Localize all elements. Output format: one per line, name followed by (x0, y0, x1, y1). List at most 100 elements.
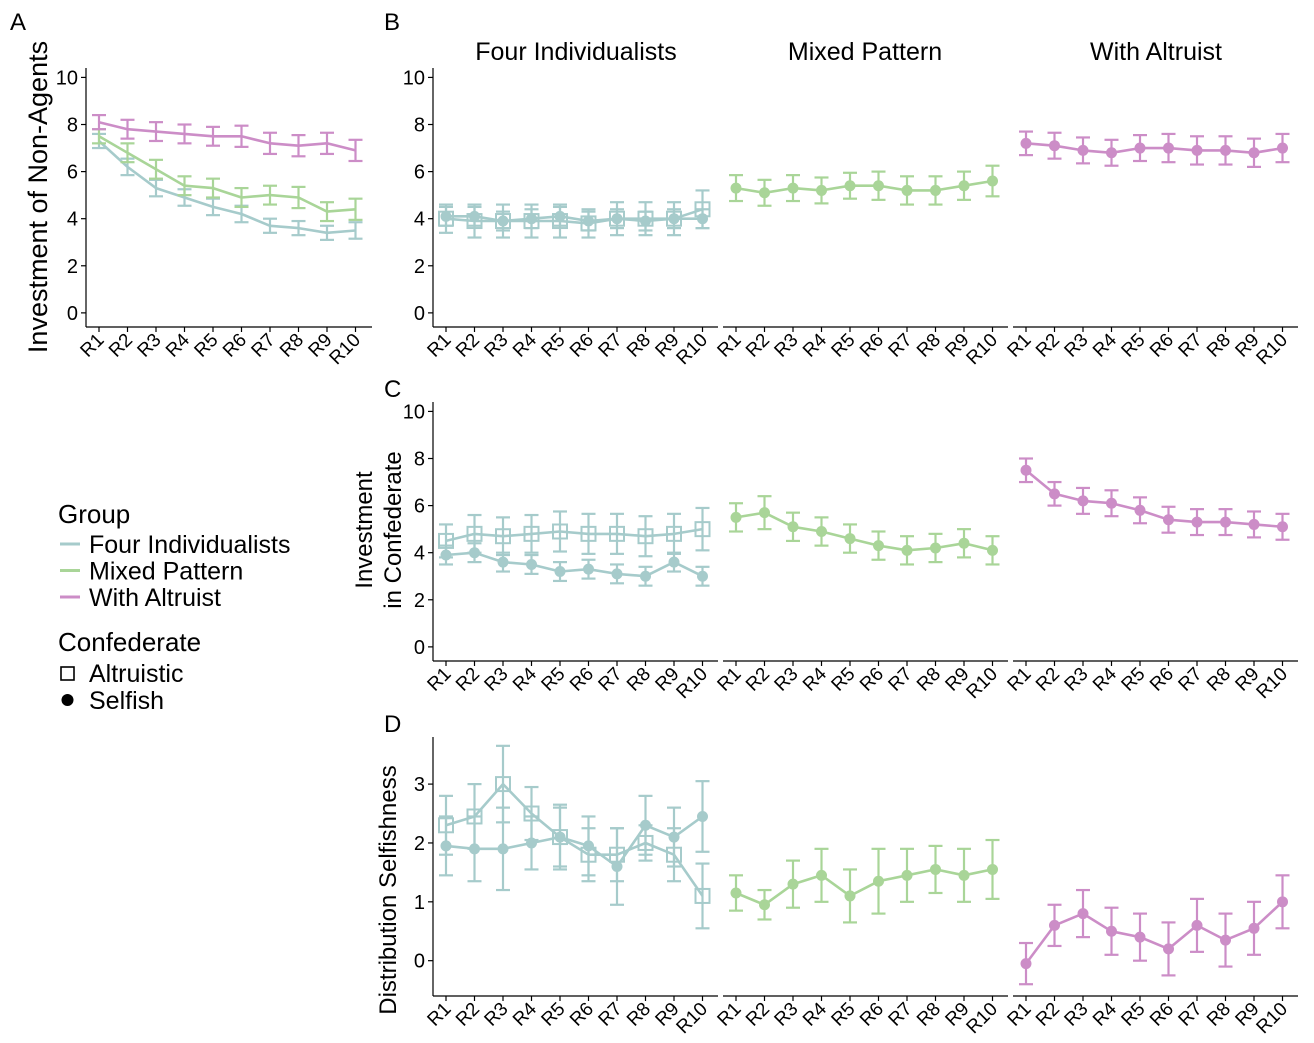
data-layer (92, 113, 1290, 986)
facet-title: With Altruist (1090, 38, 1222, 66)
axes-panel-a (81, 68, 372, 332)
data-point-circle (497, 556, 509, 568)
data-point-circle (1191, 919, 1203, 931)
series-line (445, 527, 703, 543)
data-point-circle (554, 210, 566, 222)
x-tick-label: R2 (105, 330, 137, 362)
x-tick-label: R10 (1253, 999, 1292, 1038)
data-point-circle (730, 887, 742, 899)
series-line (445, 782, 704, 897)
y-tick-label: 2 (414, 590, 425, 612)
x-tick-label: R5 (538, 330, 570, 362)
data-point-circle (987, 175, 998, 187)
x-tick-label: R7 (1175, 999, 1207, 1031)
data-point-circle (1277, 896, 1288, 908)
data-point-circle (1106, 497, 1117, 509)
x-tick-label: R5 (828, 999, 860, 1031)
y-tick-label: 2 (414, 256, 425, 278)
x-tick-label: R7 (1175, 664, 1207, 696)
x-tick-label: R8 (623, 999, 655, 1031)
x-tick-label: R5 (538, 664, 570, 696)
data-point-circle (697, 570, 708, 582)
data-point-circle (1077, 908, 1089, 920)
y-tick-label: 2 (414, 833, 425, 855)
series-mixed-pattern-circle (729, 838, 1000, 924)
x-tick-label: R5 (538, 999, 570, 1031)
series-four-individualists-circle (439, 542, 710, 587)
y-tick-label: 8 (67, 115, 78, 137)
data-point-circle (958, 180, 970, 192)
data-point-circle (1077, 495, 1089, 507)
y-tick-label: 0 (414, 951, 425, 973)
y-axis-title-c-line2: in Confederate (380, 451, 407, 608)
data-point-circle (1277, 521, 1288, 533)
data-point-circle (1163, 142, 1174, 154)
x-tick-label: R2 (742, 330, 774, 362)
x-tick-label: R10 (1253, 330, 1292, 369)
series-line (98, 140, 356, 235)
x-tick-label: R1 (1004, 330, 1036, 362)
series-line (735, 511, 993, 552)
data-point-square (495, 528, 511, 545)
data-point-circle (1220, 144, 1231, 156)
data-point-circle (901, 184, 913, 196)
data-point-circle (816, 184, 827, 196)
x-tick-label: R1 (714, 999, 746, 1031)
axes-panel-d-facet-0 (428, 737, 718, 1001)
y-tick-label: 8 (414, 115, 425, 137)
data-point-circle (611, 861, 623, 872)
x-tick-label: R3 (481, 999, 513, 1031)
y-tick-label: 4 (67, 209, 78, 231)
data-point-circle (844, 180, 856, 192)
y-tick-label: 10 (403, 401, 425, 423)
data-point-circle (1248, 518, 1260, 530)
x-tick-label: R4 (799, 663, 831, 695)
data-point-circle (697, 810, 708, 822)
x-tick-label: R2 (1032, 664, 1064, 696)
data-point-square (666, 525, 682, 542)
data-point-circle (1248, 147, 1260, 159)
x-tick-label: R1 (424, 330, 456, 362)
data-point-circle (583, 563, 594, 575)
x-tick-label: R10 (963, 330, 1002, 369)
data-point-circle (469, 843, 480, 855)
x-tick-label: R5 (1118, 330, 1150, 362)
data-point-circle (759, 187, 770, 199)
x-tick-label: R4 (799, 998, 831, 1030)
x-tick-label: R7 (595, 330, 627, 362)
data-point-circle (930, 542, 941, 554)
legend-group-title: Group (58, 499, 130, 529)
panel-letter-a: A (10, 9, 26, 36)
y-tick-label: 10 (403, 67, 425, 89)
x-tick-label: R5 (828, 330, 860, 362)
data-point-circle (1049, 140, 1060, 152)
x-tick-label: R10 (963, 664, 1002, 703)
text-layer: 0246810R1R2R3R4R5R6R7R8R9R100246810R1R2R… (10, 9, 1292, 1038)
x-tick-label: R10 (673, 330, 712, 369)
y-tick-label: 10 (56, 67, 78, 89)
y-tick-label: 4 (414, 209, 425, 231)
data-point-square (609, 525, 625, 542)
legend-confederate-title: Confederate (58, 627, 201, 657)
data-point-circle (1191, 516, 1203, 528)
legend-confederate-label: Selfish (89, 687, 164, 715)
data-point-circle (526, 558, 537, 570)
x-tick-label: R2 (452, 330, 484, 362)
data-point-square (495, 776, 511, 793)
data-point-circle (668, 213, 680, 225)
x-tick-label: R6 (219, 330, 251, 362)
y-axis-title-a: Investment of Non-Agents (23, 41, 53, 353)
x-tick-label: R6 (856, 999, 888, 1031)
x-tick-label: R3 (481, 664, 513, 696)
data-point-circle (640, 819, 651, 831)
data-point-circle (1163, 943, 1174, 955)
y-tick-label: 4 (414, 543, 425, 565)
data-point-circle (497, 215, 509, 227)
data-point-circle (640, 570, 651, 582)
data-point-circle (668, 556, 680, 568)
data-point-circle (583, 215, 594, 227)
legend-circle-icon (61, 694, 74, 706)
data-point-circle (1020, 958, 1032, 970)
x-tick-label: R1 (1004, 999, 1036, 1031)
